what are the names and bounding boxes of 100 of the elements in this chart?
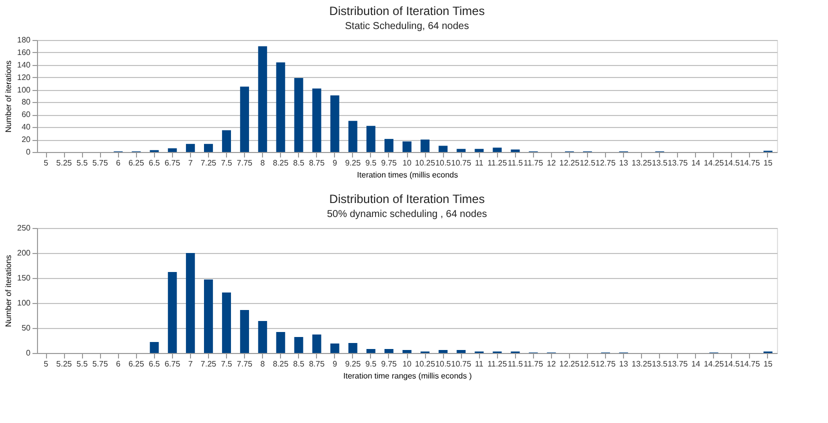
bar <box>222 130 231 152</box>
bar <box>348 343 358 353</box>
x-tick-label: 9.25 <box>345 158 362 168</box>
x-tick-label: 7 <box>188 158 194 168</box>
bar <box>330 344 340 353</box>
x-tick-label: 8.75 <box>308 360 326 368</box>
x-tick-label: 9 <box>332 360 338 368</box>
bar <box>150 342 159 353</box>
bar <box>204 144 213 152</box>
x-tick-label: 8 <box>260 360 266 368</box>
x-tick-label: 6.25 <box>128 360 145 368</box>
bar <box>276 332 286 353</box>
bar <box>330 95 340 152</box>
bar <box>240 310 250 353</box>
x-tick-label: 13.25 <box>632 158 652 168</box>
x-tick-label: 8.25 <box>272 158 289 168</box>
x-tick-label: 13.75 <box>668 360 688 368</box>
x-tick-label: 14.5 <box>724 360 740 368</box>
y-tick-label: 160 <box>17 48 32 57</box>
y-tick-label: 100 <box>17 298 32 308</box>
x-tick-label: 12.75 <box>596 158 616 168</box>
chart-subtitle: 50% dynamic scheduling , 64 nodes <box>326 209 488 220</box>
x-tick-label: 7 <box>188 360 194 368</box>
x-tick-label: 5 <box>44 360 49 368</box>
y-tick-label: 40 <box>22 122 32 132</box>
bar <box>492 148 502 152</box>
x-tick-label: 6 <box>116 360 121 368</box>
x-tick-label: 5 <box>44 158 49 168</box>
x-tick-label: 5.75 <box>92 158 109 168</box>
x-tick-label: 8.75 <box>308 158 326 168</box>
bar <box>438 146 448 152</box>
x-tick-label: 11 <box>475 158 484 168</box>
x-tick-label: 6.75 <box>164 360 181 368</box>
bar <box>366 349 376 353</box>
y-tick-label: 200 <box>17 248 32 258</box>
x-tick-label: 5.5 <box>76 360 88 368</box>
x-tick-label: 11.5 <box>508 360 524 368</box>
bar <box>258 321 268 353</box>
bar <box>258 46 268 152</box>
y-tick-label: 60 <box>22 110 32 120</box>
x-tick-label: 15 <box>764 360 773 368</box>
x-tick-label: 14.25 <box>704 360 724 368</box>
x-tick-label: 11.75 <box>524 158 544 168</box>
x-tick-label: 10.25 <box>415 158 436 168</box>
x-tick-label: 5.75 <box>92 360 109 368</box>
x-tick-label: 9.75 <box>381 158 398 168</box>
bar <box>294 78 304 152</box>
x-tick-label: 11.25 <box>488 158 508 168</box>
x-tick-label: 6.25 <box>128 158 145 168</box>
bar <box>456 148 466 152</box>
x-tick-label: 6 <box>116 158 121 168</box>
x-tick-label: 13.5 <box>652 360 668 368</box>
x-tick-label: 12.25 <box>559 360 580 368</box>
x-tick-label: 7.25 <box>200 360 217 368</box>
bar <box>204 280 213 353</box>
bar <box>276 62 286 152</box>
x-tick-label: 8.5 <box>293 158 305 168</box>
x-tick-label: 6.5 <box>148 158 160 168</box>
y-tick-label: 180 <box>17 36 32 44</box>
y-tick-label: 50 <box>22 324 32 332</box>
x-tick-label: 13 <box>619 158 629 168</box>
x-tick-label: 10 <box>402 158 412 168</box>
x-tick-label: 10.25 <box>415 360 436 368</box>
x-tick-label: 12 <box>546 360 556 368</box>
x-tick-label: 7.75 <box>236 158 253 168</box>
bar <box>186 253 195 353</box>
x-tick-label: 5.25 <box>56 360 72 368</box>
x-tick-label: 7.5 <box>220 158 233 168</box>
x-axis-title: Iteration times (millis econds <box>357 170 458 180</box>
bar <box>438 350 448 353</box>
bar <box>384 349 394 353</box>
bar <box>402 350 412 353</box>
x-tick-label: 9.25 <box>345 360 362 368</box>
x-tick-label: 10.5 <box>435 360 452 368</box>
x-tick-label: 12 <box>546 158 556 168</box>
bar <box>168 148 177 152</box>
chart-title: Distribution of Iteration Times <box>329 192 485 206</box>
x-tick-label: 5.5 <box>76 158 88 168</box>
bar <box>402 141 412 152</box>
y-tick-label: 250 <box>17 224 32 232</box>
x-tick-label: 10.75 <box>451 158 472 168</box>
x-tick-label: 10.5 <box>435 158 452 168</box>
x-tick-label: 12.75 <box>596 360 616 368</box>
x-tick-label: 9 <box>332 158 338 168</box>
bar <box>456 350 466 353</box>
bar <box>186 144 195 152</box>
x-tick-label: 7.25 <box>200 158 217 168</box>
bar <box>366 126 376 152</box>
x-tick-label: 10 <box>402 360 412 368</box>
x-tick-label: 15 <box>764 158 773 168</box>
y-tick-label: 150 <box>17 274 32 282</box>
bar <box>312 334 322 353</box>
y-tick-label: 20 <box>22 135 32 144</box>
y-tick-label: 140 <box>17 60 32 70</box>
x-tick-label: 13 <box>619 360 629 368</box>
x-tick-label: 9.5 <box>365 360 378 368</box>
x-tick-label: 14.5 <box>724 158 740 168</box>
bar <box>312 88 322 152</box>
x-tick-label: 6.5 <box>148 360 160 368</box>
chart-title: Distribution of Iteration Times <box>329 4 485 18</box>
